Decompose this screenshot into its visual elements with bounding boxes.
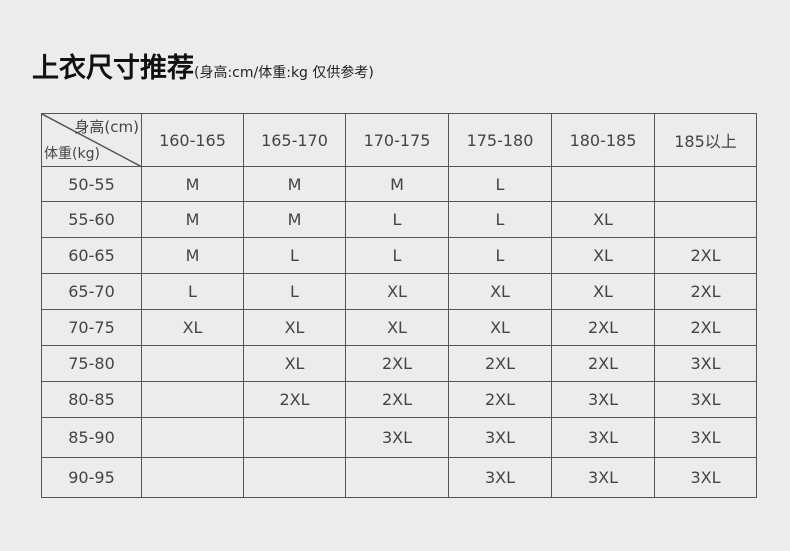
- size-cell: [141, 457, 244, 498]
- size-cell: XL: [345, 309, 449, 346]
- table-row: 65-70 L L XL XL XL 2XL: [41, 273, 757, 310]
- size-cell: L: [243, 273, 346, 310]
- size-cell: 3XL: [551, 457, 655, 498]
- size-cell: 3XL: [654, 457, 757, 498]
- size-cell: M: [345, 166, 449, 202]
- table-row: 90-95 3XL 3XL 3XL: [41, 457, 757, 498]
- page-title: 上衣尺寸推荐(身高:cm/体重:kg 仅供参考): [32, 46, 374, 85]
- size-cell: 2XL: [654, 273, 757, 310]
- size-cell: XL: [448, 309, 552, 346]
- size-table: 身高(cm) 体重(kg) 160-165 165-170 170-175 175-1…: [41, 113, 757, 498]
- title-main: 上衣尺寸推荐: [32, 53, 194, 84]
- size-cell: [141, 381, 244, 418]
- weight-cell: 60-65: [41, 237, 142, 274]
- column-header: 175-180: [448, 113, 552, 167]
- size-cell: [551, 166, 655, 202]
- size-cell: 2XL: [654, 309, 757, 346]
- size-cell: [141, 417, 244, 458]
- weight-cell: 50-55: [41, 166, 142, 202]
- weight-cell: 75-80: [41, 345, 142, 382]
- size-cell: XL: [243, 309, 346, 346]
- table-row: 85-90 3XL 3XL 3XL 3XL: [41, 417, 757, 458]
- size-cell: XL: [243, 345, 346, 382]
- table-row: 75-80 XL 2XL 2XL 2XL 3XL: [41, 345, 757, 382]
- weight-label: 体重(kg): [44, 146, 100, 162]
- size-cell: XL: [551, 201, 655, 238]
- size-cell: M: [141, 166, 244, 202]
- size-cell: 3XL: [654, 345, 757, 382]
- size-cell: 3XL: [551, 417, 655, 458]
- size-cell: 2XL: [551, 345, 655, 382]
- size-cell: L: [141, 273, 244, 310]
- size-cell: XL: [551, 273, 655, 310]
- size-cell: 3XL: [448, 417, 552, 458]
- size-cell: 2XL: [654, 237, 757, 274]
- column-header: 180-185: [551, 113, 655, 167]
- size-cell: 3XL: [551, 381, 655, 418]
- column-header: 185以上: [654, 113, 757, 167]
- size-cell: L: [448, 201, 552, 238]
- size-cell: [243, 457, 346, 498]
- size-cell: XL: [448, 273, 552, 310]
- size-cell: M: [141, 201, 244, 238]
- weight-cell: 90-95: [41, 457, 142, 498]
- size-cell: M: [243, 201, 346, 238]
- size-cell: M: [243, 166, 346, 202]
- size-cell: 3XL: [448, 457, 552, 498]
- column-header: 170-175: [345, 113, 449, 167]
- height-label: 身高(cm): [74, 118, 139, 136]
- size-cell: L: [243, 237, 346, 274]
- size-cell: 3XL: [654, 381, 757, 418]
- size-cell: 2XL: [448, 345, 552, 382]
- column-header: 165-170: [243, 113, 346, 167]
- table-row: 60-65 M L L L XL 2XL: [41, 237, 757, 274]
- table-row: 55-60 M M L L XL: [41, 201, 757, 238]
- size-cell: XL: [141, 309, 244, 346]
- size-cell: 2XL: [345, 345, 449, 382]
- corner-cell: 身高(cm) 体重(kg): [41, 113, 142, 167]
- size-cell: L: [448, 237, 552, 274]
- size-cell: [243, 417, 346, 458]
- column-header: 160-165: [141, 113, 244, 167]
- size-cell: L: [345, 237, 449, 274]
- size-cell: 2XL: [243, 381, 346, 418]
- size-cell: 2XL: [448, 381, 552, 418]
- size-cell: 3XL: [654, 417, 757, 458]
- table-row: 80-85 2XL 2XL 2XL 3XL 3XL: [41, 381, 757, 418]
- size-cell: [654, 166, 757, 202]
- size-cell: 2XL: [345, 381, 449, 418]
- weight-cell: 55-60: [41, 201, 142, 238]
- size-cell: M: [141, 237, 244, 274]
- size-cell: XL: [551, 237, 655, 274]
- size-cell: [345, 457, 449, 498]
- size-cell: 2XL: [551, 309, 655, 346]
- size-cell: XL: [345, 273, 449, 310]
- weight-cell: 70-75: [41, 309, 142, 346]
- size-cell: [654, 201, 757, 238]
- weight-cell: 85-90: [41, 417, 142, 458]
- weight-cell: 80-85: [41, 381, 142, 418]
- diagonal-line: [42, 114, 142, 167]
- header-row: 身高(cm) 体重(kg) 160-165 165-170 170-175 175-1…: [41, 113, 757, 167]
- table-row: 70-75 XL XL XL XL 2XL 2XL: [41, 309, 757, 346]
- table-row: 50-55 M M M L: [41, 166, 757, 202]
- weight-cell: 65-70: [41, 273, 142, 310]
- title-sub: (身高:cm/体重:kg 仅供参考): [194, 65, 374, 81]
- size-cell: 3XL: [345, 417, 449, 458]
- size-cell: [141, 345, 244, 382]
- size-cell: L: [345, 201, 449, 238]
- size-cell: L: [448, 166, 552, 202]
